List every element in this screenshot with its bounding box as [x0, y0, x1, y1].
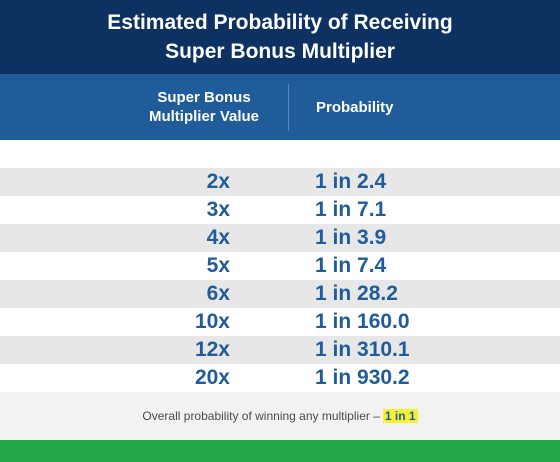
table-row: 4x 1 in 3.9 — [0, 224, 560, 252]
table-row: 10x 1 in 160.0 — [0, 308, 560, 336]
multiplier-value: 3x — [206, 198, 230, 221]
table-header: Super Bonus Multiplier Value Probability — [0, 74, 560, 140]
probability-value: 1 in 7.4 — [315, 254, 387, 277]
table-row: 5x 1 in 7.4 — [0, 252, 560, 280]
table-body: 2x 1 in 2.4 3x 1 in 7.1 4x 1 in 3.9 5x 1… — [0, 168, 560, 392]
probability-value: 1 in 7.1 — [315, 198, 387, 221]
bottom-accent-bar — [0, 440, 560, 462]
multiplier-value: 5x — [206, 254, 230, 277]
table-row: 20x 1 in 930.2 — [0, 364, 560, 392]
probability-value: 1 in 3.9 — [315, 226, 387, 249]
overall-probability-note: Overall probability of winning any multi… — [0, 392, 560, 440]
column-header-multiplier: Super Bonus Multiplier Value — [120, 74, 288, 140]
column-header-probability: Probability — [316, 98, 394, 116]
overall-probability-text: Overall probability of winning any multi… — [142, 409, 380, 423]
multiplier-value: 4x — [206, 226, 230, 249]
title-line-1: Estimated Probability of Receiving — [107, 11, 453, 34]
multiplier-value: 20x — [194, 366, 230, 389]
multiplier-value: 10x — [194, 310, 230, 333]
column-header-multiplier-line-1: Super Bonus — [157, 89, 251, 106]
probability-value: 1 in 160.0 — [315, 310, 410, 333]
column-divider — [288, 84, 289, 131]
column-header-multiplier-line-2: Multiplier Value — [148, 108, 260, 125]
probability-value: 1 in 930.2 — [315, 366, 410, 389]
table-row: 6x 1 in 28.2 — [0, 280, 560, 308]
overall-probability-highlight: 1 in 1 — [382, 409, 418, 423]
table-row: 2x 1 in 2.4 — [0, 168, 560, 196]
table-row: 12x 1 in 310.1 — [0, 336, 560, 364]
multiplier-value: 2x — [206, 170, 230, 193]
probability-value: 1 in 310.1 — [315, 338, 410, 361]
title-line-2: Super Bonus Multiplier — [165, 40, 395, 63]
probability-value: 1 in 28.2 — [315, 282, 398, 305]
multiplier-value: 6x — [206, 282, 230, 305]
table-row: 3x 1 in 7.1 — [0, 196, 560, 224]
page-title: Estimated Probability of Receiving Super… — [0, 0, 560, 74]
probability-value: 1 in 2.4 — [315, 170, 387, 193]
multiplier-value: 12x — [194, 338, 230, 361]
